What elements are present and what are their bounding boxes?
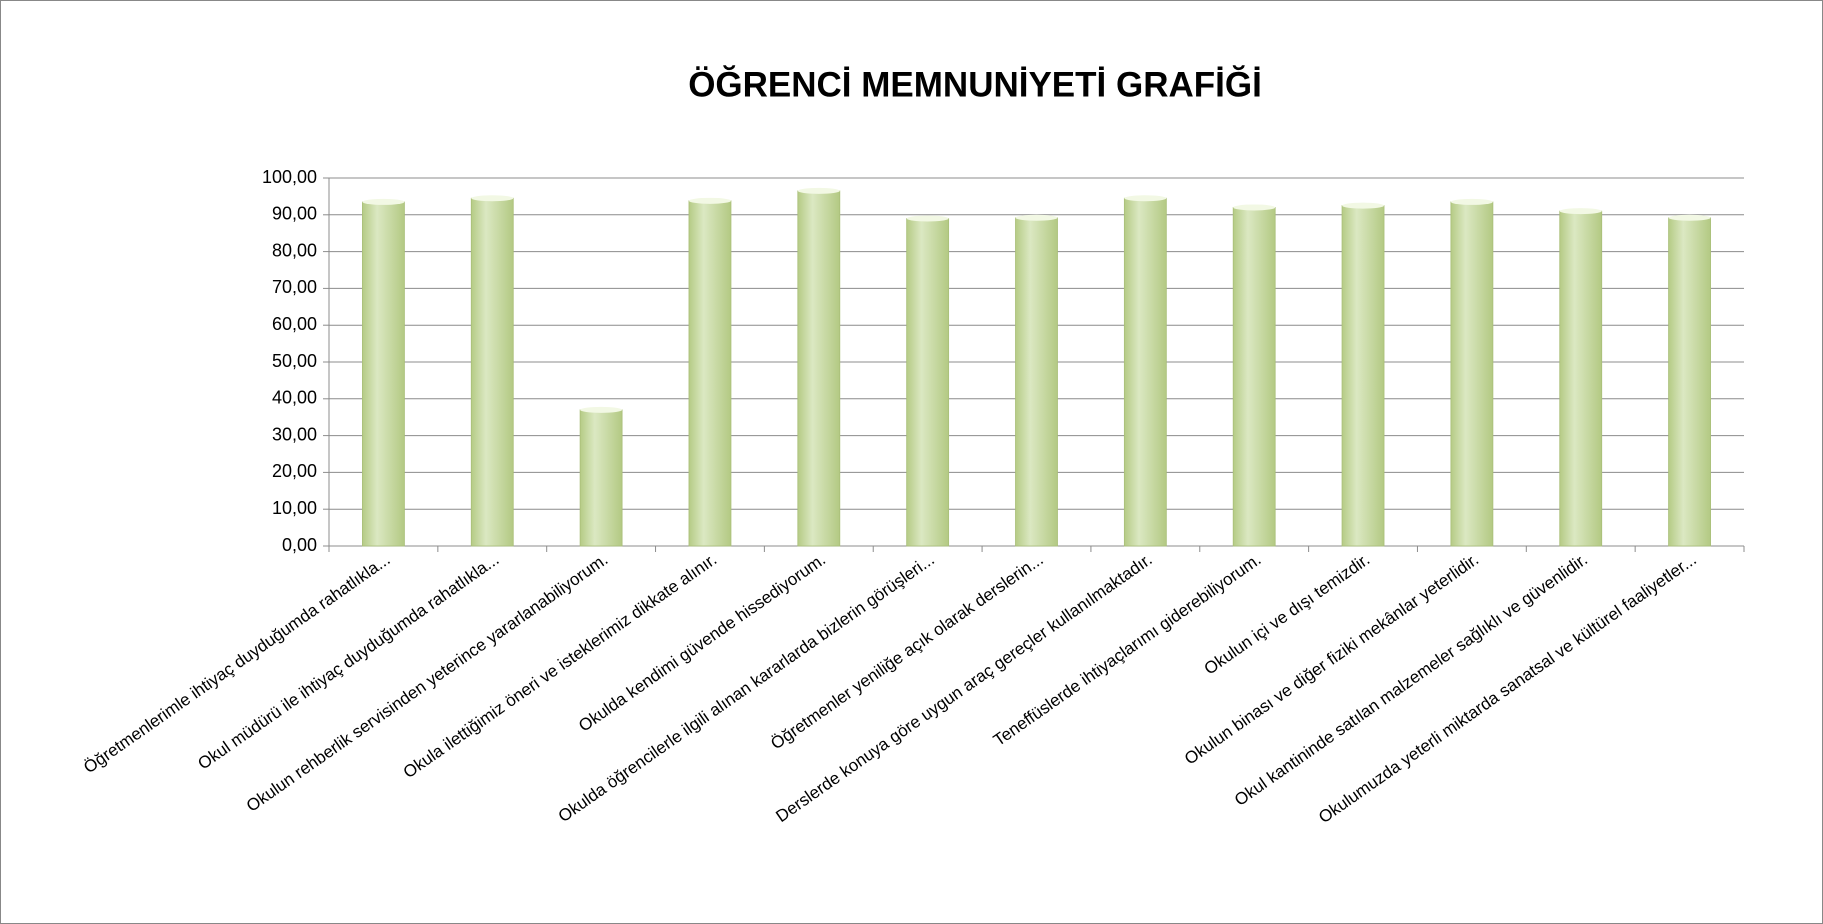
bar-cap [1668,214,1711,221]
y-tick-label: 50,00 [272,351,317,371]
y-tick-label: 90,00 [272,204,317,224]
bar [470,197,514,547]
y-tick-label: 10,00 [272,498,317,518]
bar-cap [688,197,731,204]
bar [1015,217,1058,547]
bar [797,190,841,547]
bar [579,409,623,547]
y-tick-label: 30,00 [272,424,317,444]
bar [1450,201,1494,547]
bar-cap [797,187,840,194]
bar [1232,207,1276,547]
bar-cap [1124,195,1167,202]
y-tick-label: 80,00 [272,240,317,260]
bar-cap [1342,202,1385,209]
y-tick-label: 60,00 [272,314,317,334]
bar-cap [1559,208,1602,215]
y-tick-label: 40,00 [272,388,317,408]
y-tick-label: 0,00 [282,535,317,555]
chart-title: ÖĞRENCİ MEMNUNİYETİ GRAFİĞİ [688,64,1262,104]
bar-cap [1015,214,1058,221]
bar [688,200,732,547]
bar [1123,197,1167,547]
y-tick-label: 70,00 [272,277,317,297]
bar-cap [906,215,949,222]
y-tick-label: 20,00 [272,461,317,481]
y-tick-label: 100,00 [262,167,317,187]
bar [1341,205,1385,547]
bar-cap [1233,204,1276,211]
bar-cap [471,195,514,202]
bar-cap [1450,198,1493,205]
bar [1559,210,1603,547]
bar [906,218,950,547]
bar [362,201,405,547]
bar-cap [362,198,405,205]
bar-cap [580,406,623,413]
bar [1668,217,1711,547]
